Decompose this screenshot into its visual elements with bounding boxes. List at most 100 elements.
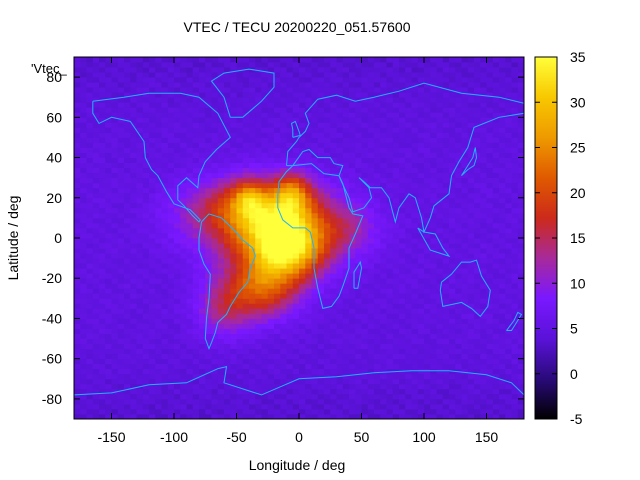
heatmap-cell: [224, 358, 231, 365]
heatmap-cell: [367, 258, 375, 264]
heatmap-cell: [80, 353, 87, 360]
heatmap-cell: [436, 87, 444, 93]
heatmap-cell: [249, 197, 256, 204]
heatmap-cell: [74, 137, 81, 143]
heatmap-cell: [236, 358, 244, 365]
heatmap-cell: [86, 273, 94, 279]
heatmap-cell: [367, 232, 375, 239]
heatmap-cell: [474, 313, 481, 319]
heatmap-cell: [180, 323, 187, 329]
heatmap-cell: [355, 378, 362, 385]
heatmap-cell: [180, 102, 187, 108]
heatmap-cell: [280, 403, 287, 410]
heatmap-cell: [174, 227, 181, 234]
heatmap-cell: [374, 232, 381, 239]
heatmap-cell: [511, 127, 519, 133]
heatmap-cell: [124, 378, 131, 385]
heatmap-cell: [367, 363, 375, 370]
heatmap-cell: [292, 253, 300, 259]
heatmap-cell: [92, 87, 100, 93]
heatmap-cell: [242, 82, 250, 88]
heatmap-cell: [330, 263, 337, 269]
heatmap-cell: [311, 217, 319, 224]
heatmap-cell: [342, 403, 350, 410]
heatmap-cell: [261, 152, 269, 158]
heatmap-cell: [136, 172, 144, 179]
heatmap-cell: [492, 132, 500, 138]
heatmap-cell: [117, 378, 125, 385]
heatmap-cell: [174, 283, 181, 289]
heatmap-cell: [155, 142, 162, 148]
heatmap-cell: [261, 97, 269, 103]
heatmap-cell: [117, 253, 125, 259]
heatmap-cell: [149, 273, 156, 279]
heatmap-cell: [142, 222, 150, 229]
heatmap-cell: [505, 338, 512, 344]
heatmap-cell: [161, 303, 169, 309]
heatmap-cell: [161, 97, 169, 103]
heatmap-cell: [217, 87, 225, 93]
heatmap-cell: [274, 187, 281, 194]
heatmap-cell: [124, 67, 131, 73]
heatmap-cell: [474, 197, 481, 204]
heatmap-cell: [517, 323, 525, 329]
heatmap-cell: [136, 112, 144, 118]
heatmap-cell: [386, 293, 394, 299]
heatmap-cell: [224, 268, 231, 274]
heatmap-cell: [374, 142, 381, 148]
heatmap-cell: [311, 308, 319, 314]
heatmap-cell: [330, 147, 337, 153]
heatmap-cell: [411, 232, 419, 239]
heatmap-cell: [205, 388, 212, 395]
heatmap-cell: [342, 227, 350, 234]
heatmap-cell: [180, 348, 187, 355]
heatmap-cell: [411, 197, 419, 204]
heatmap-cell: [130, 288, 137, 294]
heatmap-cell: [149, 333, 156, 339]
heatmap-cell: [299, 217, 306, 224]
heatmap-cell: [280, 137, 287, 143]
heatmap-cell: [505, 147, 512, 153]
heatmap-cell: [330, 77, 337, 83]
heatmap-cell: [117, 72, 125, 78]
heatmap-cell: [167, 298, 175, 304]
heatmap-cell: [367, 313, 375, 319]
heatmap-cell: [492, 82, 500, 88]
heatmap-cell: [317, 258, 325, 264]
heatmap-cell: [480, 117, 487, 123]
heatmap-cell: [180, 207, 187, 214]
heatmap-cell: [92, 212, 100, 219]
heatmap-cell: [424, 217, 431, 224]
heatmap-cell: [255, 243, 262, 249]
heatmap-cell: [436, 413, 444, 420]
heatmap-cell: [461, 353, 469, 360]
heatmap-cell: [405, 72, 412, 78]
heatmap-cell: [336, 333, 344, 339]
heatmap-cell: [361, 353, 369, 360]
heatmap-cell: [124, 338, 131, 344]
heatmap-cell: [155, 217, 162, 224]
heatmap-cell: [480, 147, 487, 153]
heatmap-cell: [74, 187, 81, 194]
heatmap-cell: [467, 182, 475, 189]
heatmap-cell: [249, 117, 256, 123]
heatmap-cell: [417, 87, 425, 93]
heatmap-cell: [105, 338, 112, 344]
heatmap-cell: [480, 127, 487, 133]
heatmap-cell: [142, 378, 150, 385]
heatmap-cell: [317, 152, 325, 158]
heatmap-cell: [142, 102, 150, 108]
heatmap-cell: [517, 378, 525, 385]
heatmap-cell: [105, 137, 112, 143]
heatmap-cell: [242, 368, 250, 375]
heatmap-cell: [261, 187, 269, 194]
heatmap-cell: [242, 388, 250, 395]
heatmap-cell: [280, 288, 287, 294]
heatmap-cell: [317, 77, 325, 83]
heatmap-cell: [111, 408, 119, 415]
heatmap-cell: [299, 243, 306, 249]
heatmap-cell: [380, 293, 387, 299]
heatmap-cell: [92, 162, 100, 169]
heatmap-cell: [274, 232, 281, 239]
heatmap-cell: [80, 318, 87, 324]
